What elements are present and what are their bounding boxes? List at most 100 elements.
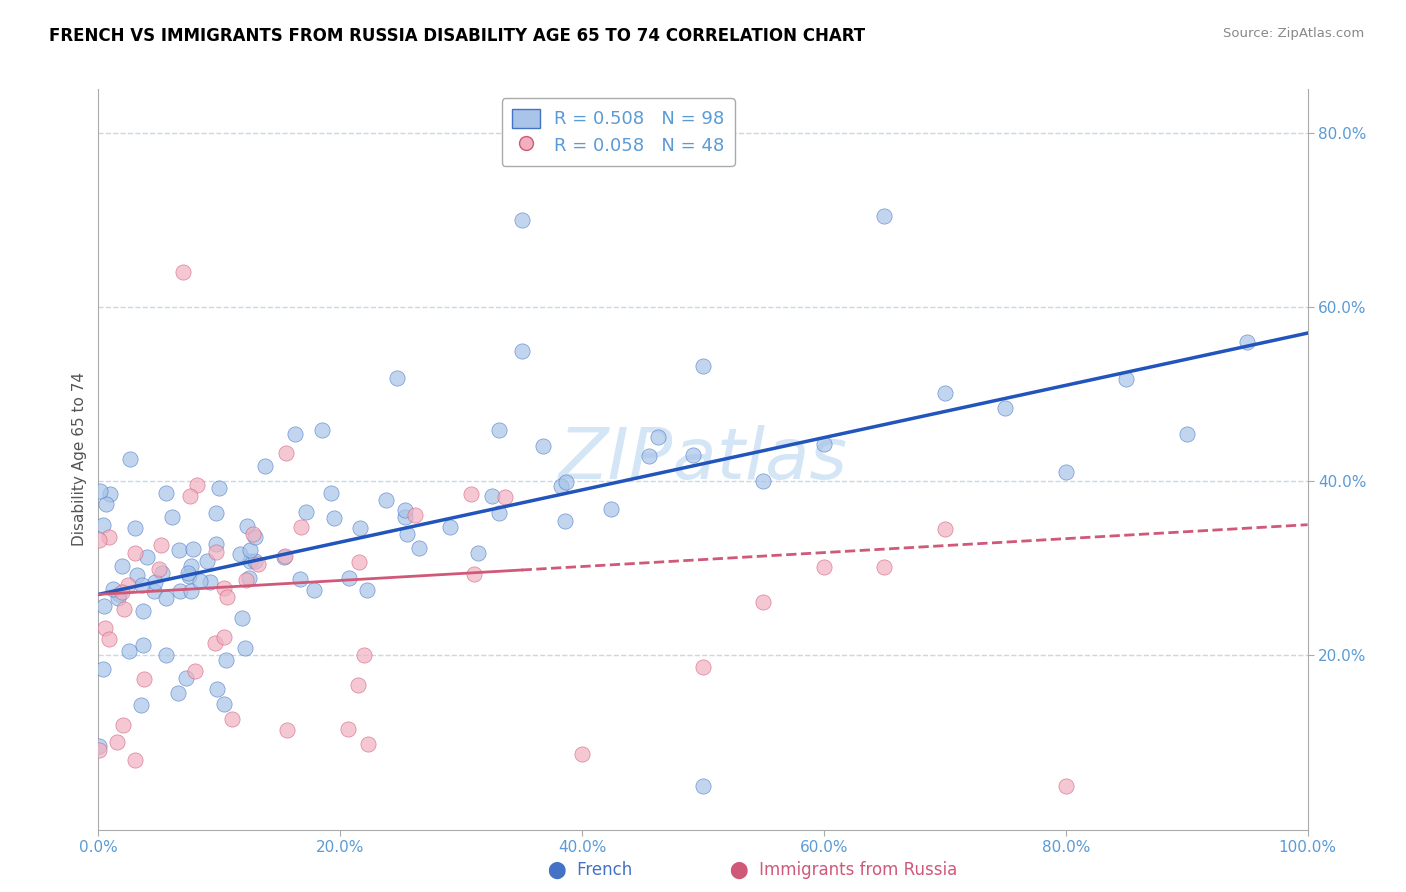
Point xyxy=(873,560,896,574)
Point xyxy=(221,712,243,726)
Point xyxy=(600,502,623,516)
Point xyxy=(180,558,202,573)
Point xyxy=(1115,372,1137,386)
Point xyxy=(215,652,238,666)
Point xyxy=(467,546,489,560)
Point xyxy=(243,554,266,568)
Point xyxy=(124,546,146,560)
Point xyxy=(247,557,270,571)
Point xyxy=(873,209,896,223)
Point xyxy=(692,779,714,793)
Point xyxy=(205,507,228,521)
Point xyxy=(488,506,510,520)
Point xyxy=(510,343,533,358)
Point xyxy=(215,590,238,604)
Point xyxy=(1054,466,1077,480)
Point xyxy=(174,671,197,685)
Point xyxy=(98,486,121,500)
Point xyxy=(554,514,576,528)
Point xyxy=(238,570,260,584)
Point xyxy=(107,591,129,605)
Point xyxy=(143,575,166,590)
Point xyxy=(160,509,183,524)
Point xyxy=(374,493,396,508)
Point xyxy=(494,490,516,504)
Point xyxy=(273,549,295,564)
Point xyxy=(198,575,221,590)
Point xyxy=(555,475,578,490)
Point xyxy=(813,436,835,450)
Point xyxy=(1175,426,1198,441)
Point xyxy=(488,423,510,437)
Point xyxy=(531,439,554,453)
Point xyxy=(131,578,153,592)
Point xyxy=(89,484,111,499)
Point xyxy=(94,621,117,635)
Point xyxy=(276,723,298,738)
Point xyxy=(353,648,375,662)
Point xyxy=(94,496,117,510)
Point xyxy=(1054,779,1077,793)
Point xyxy=(692,660,714,674)
Point xyxy=(204,636,226,650)
Point xyxy=(111,558,134,573)
Text: ⬤  French: ⬤ French xyxy=(548,861,633,879)
Point xyxy=(177,566,200,581)
Point xyxy=(167,543,190,558)
Point xyxy=(1236,334,1258,349)
Point xyxy=(356,737,378,751)
Point xyxy=(179,489,201,503)
Point xyxy=(336,722,359,736)
Y-axis label: Disability Age 65 to 74: Disability Age 65 to 74 xyxy=(72,372,87,547)
Point xyxy=(188,574,211,589)
Point xyxy=(682,448,704,462)
Point xyxy=(302,583,325,598)
Point xyxy=(186,478,208,492)
Point xyxy=(243,530,266,544)
Point xyxy=(93,599,115,614)
Point xyxy=(813,560,835,574)
Point xyxy=(752,475,775,489)
Point xyxy=(177,569,200,583)
Point xyxy=(231,611,253,625)
Point xyxy=(132,638,155,652)
Point xyxy=(212,697,235,711)
Point xyxy=(752,595,775,609)
Point xyxy=(242,526,264,541)
Point xyxy=(395,527,418,541)
Point xyxy=(294,506,316,520)
Point xyxy=(97,530,120,544)
Point xyxy=(89,533,111,547)
Point xyxy=(239,554,262,568)
Point xyxy=(571,747,593,761)
Point xyxy=(394,502,416,516)
Point xyxy=(235,574,257,588)
Legend: R = 0.508   N = 98, R = 0.058   N = 48: R = 0.508 N = 98, R = 0.058 N = 48 xyxy=(502,98,735,166)
Point xyxy=(184,665,207,679)
Point xyxy=(460,487,482,501)
Point xyxy=(111,585,134,599)
Point xyxy=(132,672,155,686)
Point xyxy=(349,520,371,534)
Point xyxy=(692,359,714,373)
Point xyxy=(356,582,378,597)
Point xyxy=(385,371,408,385)
Point xyxy=(322,511,344,525)
Point xyxy=(637,449,659,463)
Point xyxy=(103,582,125,596)
Point xyxy=(148,562,170,576)
Point xyxy=(118,643,141,657)
Point xyxy=(129,698,152,712)
Point xyxy=(934,385,956,400)
Point xyxy=(254,459,277,474)
Point xyxy=(290,520,312,534)
Point xyxy=(647,430,669,444)
Point xyxy=(510,212,533,227)
Point xyxy=(284,427,307,442)
Point xyxy=(91,518,114,533)
Point xyxy=(132,604,155,618)
Point xyxy=(127,568,149,582)
Point xyxy=(481,489,503,503)
Point xyxy=(180,583,202,598)
Point xyxy=(155,591,177,606)
